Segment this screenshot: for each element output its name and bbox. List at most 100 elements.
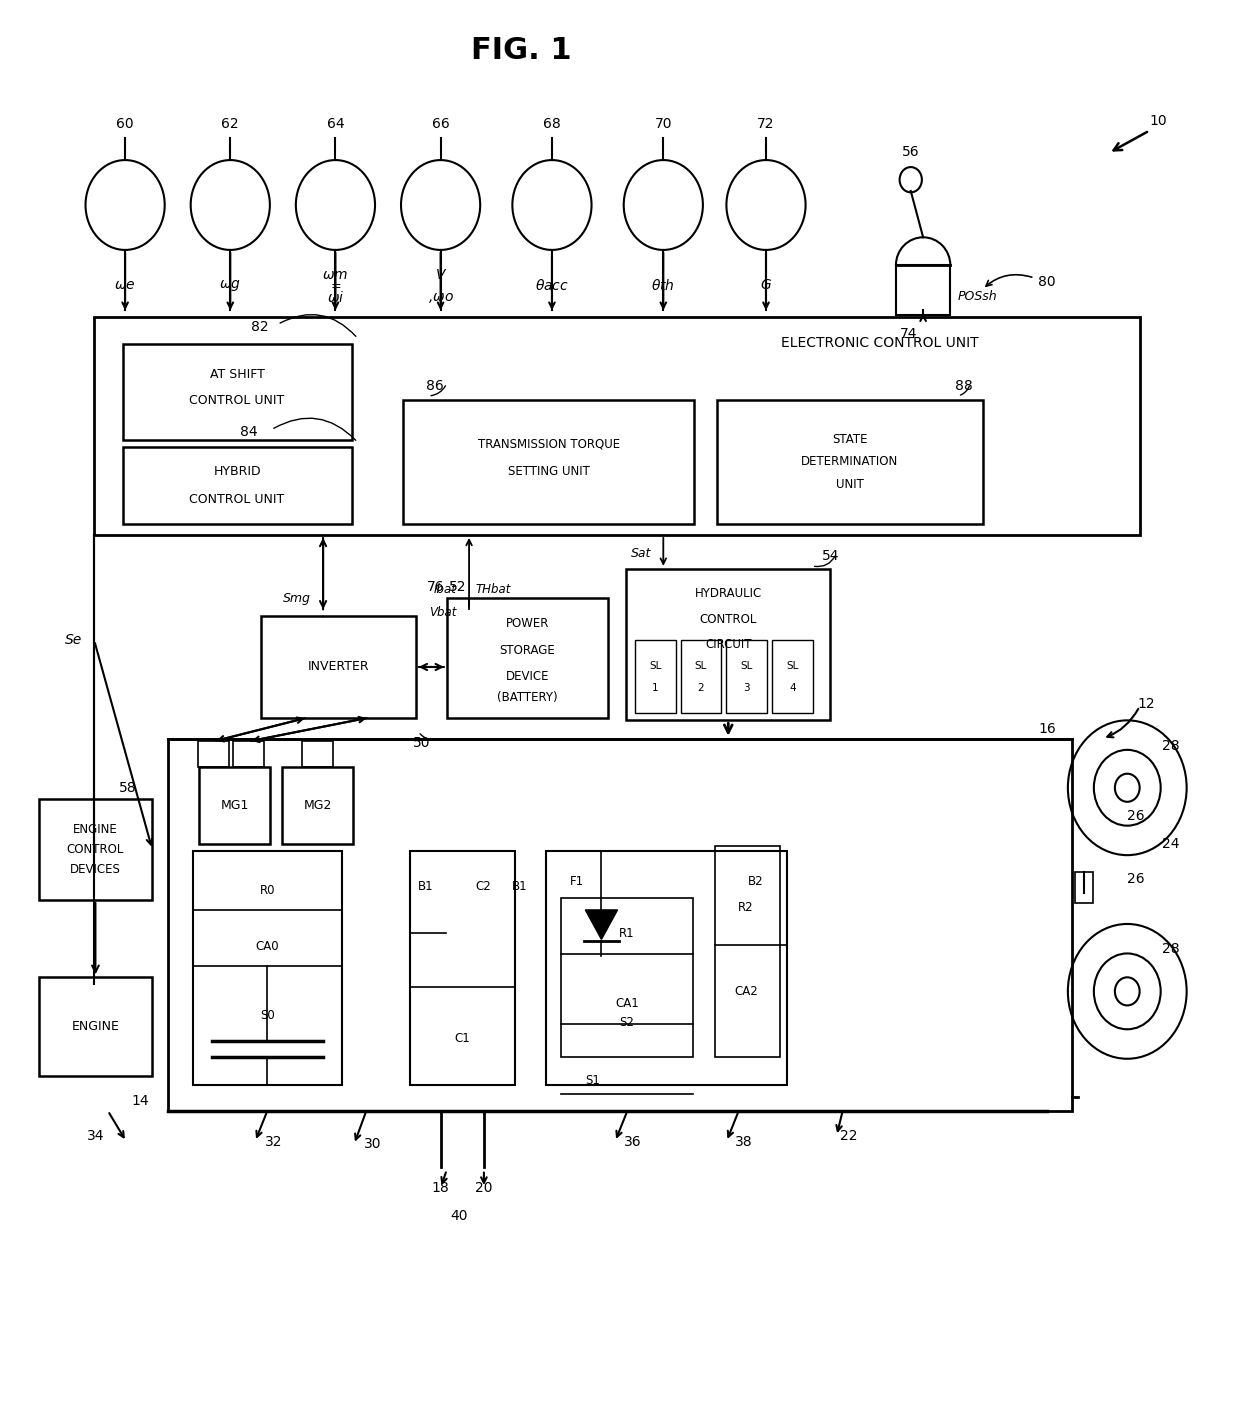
Bar	[727, 640, 768, 713]
Text: 40: 40	[450, 1209, 467, 1223]
Text: CIRCUIT: CIRCUIT	[706, 637, 751, 651]
Text: SL: SL	[649, 661, 661, 671]
Bar	[681, 640, 722, 713]
Text: POSsh: POSsh	[957, 290, 997, 303]
Text: 80: 80	[1038, 276, 1055, 290]
Text: ,$\omega$o: ,$\omega$o	[428, 291, 454, 305]
Bar	[546, 851, 787, 1085]
Text: TRANSMISSION TORQUE: TRANSMISSION TORQUE	[477, 438, 620, 450]
Text: $\omega$i: $\omega$i	[326, 290, 345, 305]
Text: F1: F1	[569, 875, 584, 888]
Text: B2: B2	[748, 875, 764, 888]
Text: $\omega$e: $\omega$e	[114, 279, 136, 293]
Text: B1: B1	[418, 879, 433, 892]
Text: ENGINE: ENGINE	[72, 1020, 119, 1033]
Bar	[897, 266, 950, 315]
Text: (BATTERY): (BATTERY)	[497, 691, 558, 705]
Bar	[94, 318, 1140, 535]
Text: 28: 28	[1162, 943, 1179, 957]
Text: V: V	[435, 269, 445, 283]
Text: 26: 26	[1127, 809, 1145, 823]
Text: ELECTRONIC CONTROL UNIT: ELECTRONIC CONTROL UNIT	[781, 336, 978, 349]
Text: C2: C2	[475, 879, 491, 892]
Text: Se: Se	[64, 633, 82, 647]
Text: CA1: CA1	[615, 996, 639, 1010]
Bar	[714, 846, 780, 1058]
Bar	[169, 739, 1071, 1110]
Text: 88: 88	[955, 378, 973, 393]
Text: 3: 3	[744, 682, 750, 692]
Text: FIG. 1: FIG. 1	[471, 37, 572, 65]
Text: 22: 22	[841, 1128, 858, 1142]
Text: CA0: CA0	[255, 940, 279, 953]
Text: Vbat: Vbat	[429, 606, 456, 619]
Text: G: G	[760, 279, 771, 293]
Text: DETERMINATION: DETERMINATION	[801, 456, 898, 469]
Text: 28: 28	[1162, 739, 1179, 753]
Text: MG2: MG2	[304, 799, 331, 812]
Text: $\theta$th: $\theta$th	[651, 277, 676, 293]
Text: 18: 18	[432, 1180, 449, 1195]
Bar	[123, 446, 351, 523]
Text: S0: S0	[260, 1009, 275, 1021]
Text: 30: 30	[363, 1137, 382, 1151]
Text: $\omega$g: $\omega$g	[219, 277, 242, 293]
Text: 70: 70	[655, 117, 672, 131]
Text: =: =	[330, 280, 341, 293]
Bar	[123, 345, 351, 439]
Text: S1: S1	[585, 1074, 600, 1088]
Text: HYBRID: HYBRID	[213, 464, 260, 477]
Text: 64: 64	[326, 117, 345, 131]
Text: SL: SL	[786, 661, 799, 671]
Text: CONTROL: CONTROL	[67, 843, 124, 855]
Text: 1: 1	[652, 682, 658, 692]
Bar	[283, 767, 352, 844]
Text: SETTING UNIT: SETTING UNIT	[508, 466, 590, 478]
Text: 60: 60	[117, 117, 134, 131]
Text: THbat: THbat	[475, 584, 511, 597]
Text: 76: 76	[427, 580, 444, 594]
Text: 56: 56	[901, 145, 920, 159]
Text: MG1: MG1	[221, 799, 249, 812]
Text: ENGINE: ENGINE	[73, 823, 118, 836]
Text: 62: 62	[222, 117, 239, 131]
Bar	[626, 568, 831, 720]
Text: POWER: POWER	[506, 616, 549, 630]
Text: 50: 50	[413, 736, 430, 750]
Text: 84: 84	[239, 425, 258, 439]
Text: 24: 24	[1162, 837, 1179, 851]
Text: AT SHIFT: AT SHIFT	[210, 369, 264, 381]
Text: 72: 72	[758, 117, 775, 131]
Text: B1: B1	[512, 879, 527, 892]
Bar	[1075, 872, 1092, 903]
Text: UNIT: UNIT	[836, 478, 863, 491]
Text: 16: 16	[1038, 722, 1055, 736]
Text: Sat: Sat	[631, 547, 651, 560]
Text: 14: 14	[131, 1093, 149, 1107]
Bar	[446, 598, 608, 718]
Bar	[233, 741, 264, 767]
Text: DEVICES: DEVICES	[69, 862, 120, 875]
Text: CONTROL UNIT: CONTROL UNIT	[190, 492, 285, 505]
Text: 52: 52	[449, 580, 466, 594]
Text: 58: 58	[119, 781, 136, 795]
Text: SL: SL	[740, 661, 753, 671]
Text: 86: 86	[425, 378, 443, 393]
Text: $\theta$acc: $\theta$acc	[534, 277, 569, 293]
Text: STORAGE: STORAGE	[500, 644, 556, 657]
Bar	[403, 400, 694, 523]
Bar	[262, 616, 415, 718]
Bar	[560, 898, 693, 1058]
Bar	[303, 741, 334, 767]
Text: CONTROL UNIT: CONTROL UNIT	[190, 394, 285, 407]
Text: HYDRAULIC: HYDRAULIC	[694, 588, 761, 601]
Text: 4: 4	[790, 682, 796, 692]
Bar	[38, 799, 153, 900]
Bar	[635, 640, 676, 713]
Text: 68: 68	[543, 117, 560, 131]
Text: 10: 10	[1149, 114, 1167, 128]
Text: CONTROL: CONTROL	[699, 612, 756, 626]
Text: Ibat: Ibat	[434, 584, 456, 597]
Text: 66: 66	[432, 117, 449, 131]
Text: CA2: CA2	[734, 985, 758, 998]
